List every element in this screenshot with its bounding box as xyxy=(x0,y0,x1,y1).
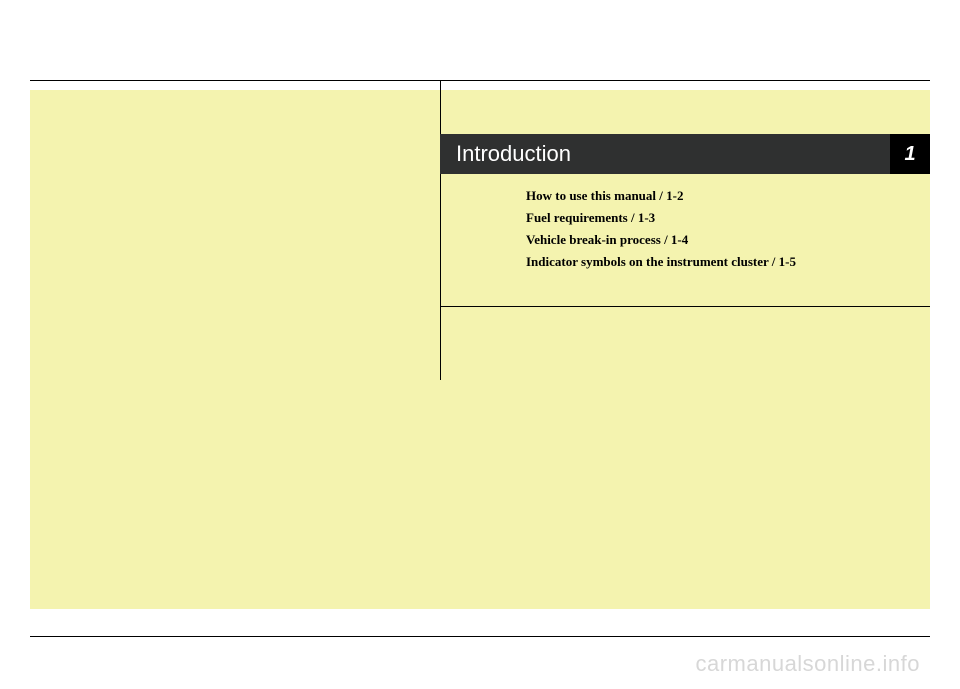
bottom-rule xyxy=(30,636,930,637)
toc-row: Vehicle break-in process / 1-4 xyxy=(526,232,930,248)
chapter-header: Introduction 1 xyxy=(440,134,930,174)
chapter-title: Introduction xyxy=(440,134,890,174)
top-rule xyxy=(30,80,930,81)
toc-row: Fuel requirements / 1-3 xyxy=(526,210,930,226)
toc-row: How to use this manual / 1-2 xyxy=(526,188,930,204)
watermark: carmanualsonline.info xyxy=(695,651,920,677)
toc-row: Indicator symbols on the instrument clus… xyxy=(526,254,930,270)
chapter-number: 1 xyxy=(890,134,930,174)
toc-body: How to use this manual / 1-2 Fuel requir… xyxy=(440,174,930,307)
